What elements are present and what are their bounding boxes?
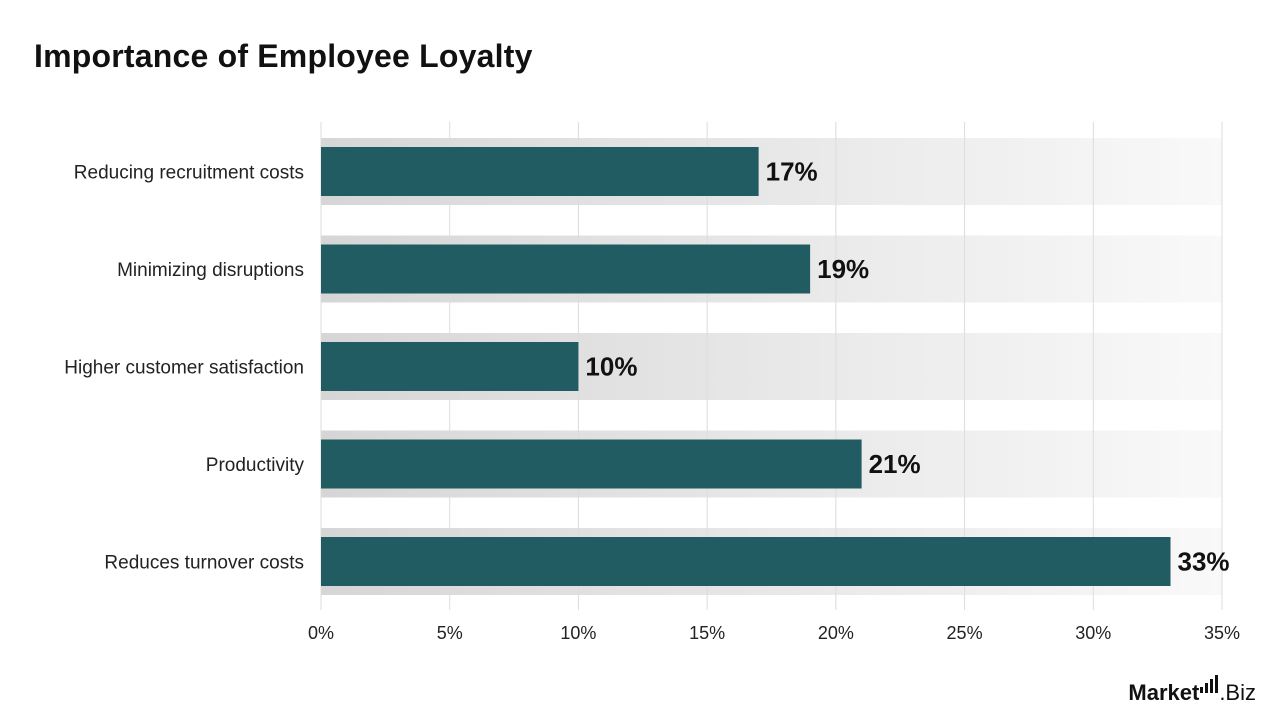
category-label: Reducing recruitment costs — [74, 163, 304, 184]
grid-lines — [320, 122, 1223, 610]
logo-text-suffix: .Biz — [1219, 680, 1256, 705]
x-tick-label: 15% — [689, 623, 725, 643]
bar — [321, 537, 1171, 586]
value-label: 21% — [869, 449, 921, 479]
value-labels: 17% 19% 10% 21% 33% — [585, 157, 1229, 577]
bar — [321, 244, 811, 294]
x-tick-label: 0% — [308, 623, 334, 643]
value-label: 33% — [1178, 547, 1230, 577]
x-tick-label: 20% — [818, 623, 854, 643]
brand-logo: Market .Biz — [1128, 675, 1256, 704]
category-labels: Reducing recruitment costs Minimizing dis… — [64, 163, 304, 574]
x-axis-tick-labels: 0% 5% 10% 15% 20% 25% 30% 35% — [308, 623, 1240, 643]
logo-bars-icon — [1200, 675, 1219, 693]
bar — [321, 147, 759, 196]
x-tick-label: 35% — [1204, 623, 1240, 643]
category-label: Minimizing disruptions — [117, 260, 304, 281]
bar — [321, 342, 579, 391]
value-label: 10% — [585, 352, 637, 382]
bars — [321, 147, 1171, 586]
x-tick-label: 25% — [947, 623, 983, 643]
chart-title: Importance of Employee Loyalty — [34, 38, 533, 74]
logo-text-main: Market — [1128, 680, 1200, 705]
x-tick-label: 10% — [560, 623, 596, 643]
x-tick-label: 5% — [437, 623, 463, 643]
value-label: 19% — [817, 254, 869, 284]
value-label: 17% — [766, 157, 818, 187]
category-label: Reduces turnover costs — [104, 553, 304, 574]
category-label: Higher customer satisfaction — [64, 358, 304, 379]
x-tick-label: 30% — [1075, 623, 1111, 643]
category-label: Productivity — [206, 455, 305, 476]
bar — [321, 439, 862, 489]
